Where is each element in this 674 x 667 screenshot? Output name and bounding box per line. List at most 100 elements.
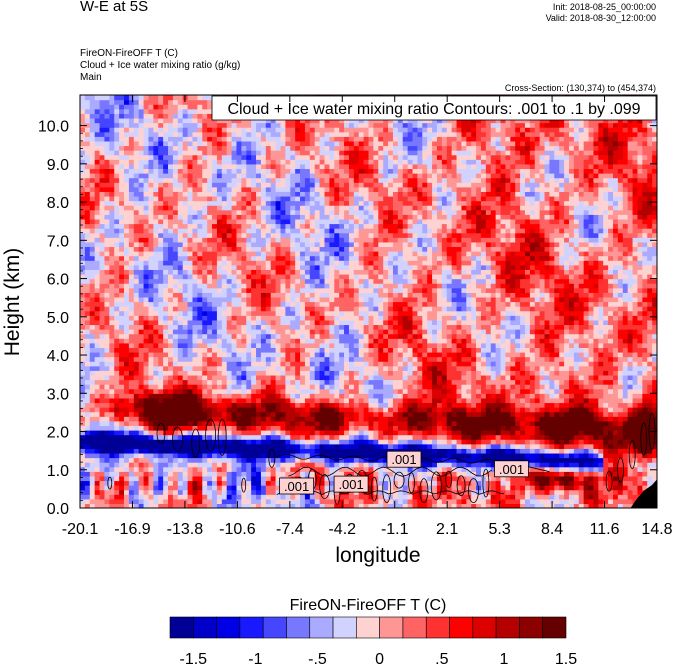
field-cell [642,374,648,381]
field-cell [549,471,555,477]
field-cell [163,351,169,358]
field-cell [500,434,507,440]
field-cell [260,397,267,404]
field-cell [114,315,120,321]
field-cell [515,480,521,486]
field-cell [84,429,91,436]
field-cell [319,361,326,367]
field-cell [114,407,120,413]
field-cell [80,485,86,491]
field-cell [632,411,639,417]
field-cell [290,388,296,394]
field-cell [212,351,218,358]
field-cell [510,411,516,417]
field-cell [427,361,433,367]
field-cell [603,489,609,495]
field-cell [109,443,115,449]
field-cell [143,365,150,371]
field-cell [319,333,326,339]
field-cell [573,475,580,482]
field-cell [270,471,277,477]
field-cell [231,429,238,436]
field-cell [256,379,262,385]
field-cell [451,439,458,445]
field-cell [446,498,453,505]
field-cell [407,466,414,472]
field-cell [182,356,189,362]
field-cell [329,448,335,454]
field-cell [197,324,203,330]
field-cell [378,324,384,330]
field-cell [172,356,179,362]
field-cell [564,434,570,440]
field-cell [236,498,242,505]
field-cell [153,434,159,440]
field-cell [324,462,330,468]
field-cell [652,411,657,417]
field-cell [583,365,590,371]
field-cell [109,498,115,505]
field-cell [104,365,110,371]
field-cell [99,402,106,408]
field-cell [153,310,159,316]
field-cell [344,393,350,399]
field-cell [285,342,291,348]
field-cell [622,388,629,394]
field-cell [270,388,277,394]
field-cell [446,485,453,491]
field-cell [608,324,614,330]
field-cell [153,365,159,371]
field-cell [348,416,355,422]
field-cell [114,429,120,436]
field-cell [158,485,164,491]
field-cell [373,429,379,436]
field-cell [353,319,360,326]
field-cell [559,475,565,482]
field-cell [578,347,585,353]
field-cell [207,439,213,445]
field-cell [480,365,487,371]
field-cell [466,347,472,353]
field-cell [138,315,145,321]
field-cell [593,494,599,500]
field-cell [148,388,154,394]
field-cell [319,480,326,486]
field-cell [143,361,150,367]
field-cell [363,498,370,505]
field-cell [300,448,306,454]
field-cell [476,466,482,472]
field-cell [300,443,306,449]
field-cell [627,489,634,495]
field-cell [617,333,624,339]
field-cell [505,324,511,330]
field-cell [485,365,492,371]
field-cell [578,365,585,371]
field-cell [358,466,365,472]
field-cell [368,356,374,362]
field-cell [344,342,350,348]
field-cell [432,411,438,417]
field-cell [138,475,145,482]
field-cell [534,407,541,413]
field-cell [373,319,379,326]
field-cell [148,329,154,335]
field-cell [534,351,541,358]
field-cell [363,342,370,348]
field-cell [251,489,257,495]
field-cell [246,466,252,472]
field-cell [524,475,531,482]
field-cell [260,485,267,491]
field-cell [187,324,194,330]
field-cell [388,494,394,500]
field-cell [544,411,551,417]
field-cell [128,452,135,459]
field-cell [236,407,242,413]
field-cell [212,370,218,376]
field-cell [163,452,169,459]
field-cell [143,489,150,495]
field-cell [417,443,423,449]
field-cell [119,485,125,491]
field-cell [221,351,228,358]
field-cell [104,356,110,362]
field-cell [241,462,247,468]
